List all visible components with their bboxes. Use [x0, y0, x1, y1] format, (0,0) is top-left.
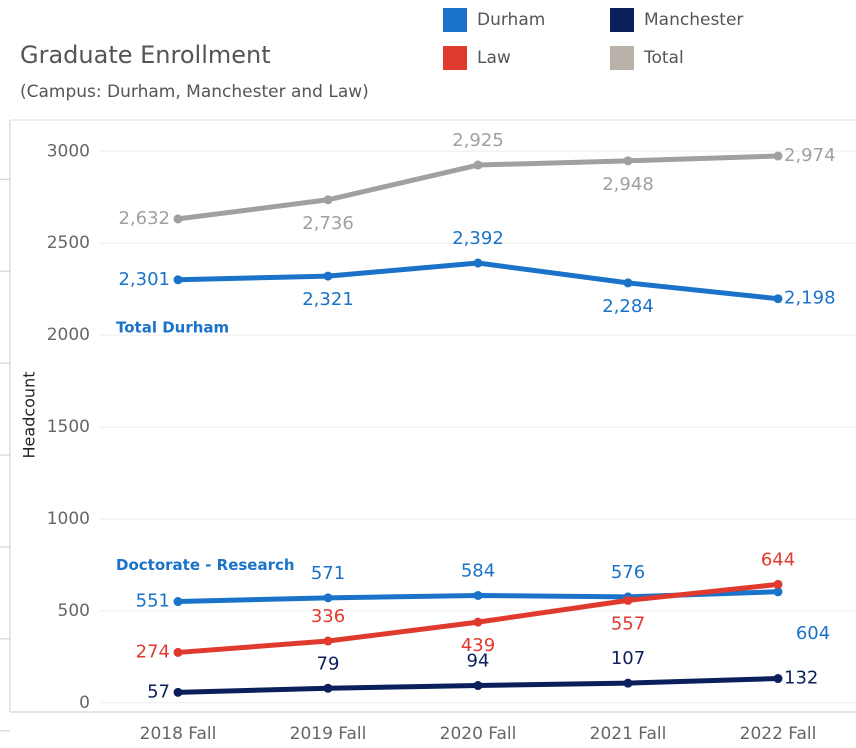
data-label: 2,321: [302, 289, 354, 310]
y-tick-label: 0: [79, 693, 90, 713]
y-tick-label: 1000: [47, 509, 90, 529]
point: [473, 258, 483, 268]
y-tick-label: 2000: [47, 325, 90, 345]
point: [773, 151, 783, 161]
point: [323, 636, 333, 646]
data-label: 439: [461, 635, 495, 656]
point: [173, 597, 183, 607]
chart-title: Graduate Enrollment: [20, 41, 271, 69]
point: [323, 195, 333, 205]
y-axis-label: Headcount: [20, 372, 39, 459]
data-label: 576: [611, 562, 645, 583]
data-label: 571: [311, 563, 345, 584]
x-tick-label: 2020 Fall: [440, 724, 517, 744]
data-label: 132: [784, 668, 818, 689]
x-tick-label: 2021 Fall: [590, 724, 667, 744]
legend-label: Manchester: [644, 10, 743, 30]
series-annotation: Doctorate - Research: [116, 556, 295, 574]
point: [173, 275, 183, 285]
data-label: 2,974: [784, 145, 836, 166]
legend-label: Total: [643, 48, 684, 68]
data-label: 2,284: [602, 296, 654, 317]
data-label: 2,198: [784, 288, 836, 309]
x-tick-label: 2022 Fall: [740, 724, 817, 744]
point: [773, 587, 783, 597]
legend-swatch: [443, 46, 467, 70]
point: [623, 595, 633, 605]
data-label: 604: [796, 623, 830, 644]
y-tick-label: 2500: [47, 233, 90, 253]
data-label: 336: [311, 606, 345, 627]
data-label: 79: [317, 653, 340, 674]
point: [323, 593, 333, 603]
point: [473, 160, 483, 170]
point: [623, 156, 633, 166]
legend-swatch: [610, 8, 634, 32]
data-label: 94: [467, 651, 490, 672]
point: [473, 617, 483, 627]
legend-label: Durham: [477, 10, 545, 30]
data-label: 57: [147, 681, 170, 702]
y-tick-label: 500: [58, 601, 90, 621]
data-label: 557: [611, 613, 645, 634]
data-label: 644: [761, 549, 795, 570]
point: [773, 294, 783, 304]
x-tick-label: 2019 Fall: [290, 724, 367, 744]
data-label: 2,392: [452, 228, 504, 249]
data-label: 584: [461, 560, 495, 581]
data-label: 2,301: [118, 269, 170, 290]
point: [773, 579, 783, 589]
data-label: 2,948: [602, 174, 654, 195]
point: [173, 687, 183, 697]
point: [323, 271, 333, 281]
point: [623, 678, 633, 688]
legend-label: Law: [477, 48, 511, 68]
data-label: 551: [136, 591, 170, 612]
data-label: 107: [611, 648, 645, 669]
point: [323, 683, 333, 693]
data-label: 2,925: [452, 130, 504, 151]
point: [623, 278, 633, 288]
y-tick-label: 3000: [47, 141, 90, 161]
point: [473, 681, 483, 691]
point: [773, 674, 783, 684]
point: [173, 214, 183, 224]
point: [173, 647, 183, 657]
data-label: 274: [136, 641, 170, 662]
chart-subtitle: (Campus: Durham, Manchester and Law): [20, 82, 369, 102]
x-tick-label: 2018 Fall: [140, 724, 217, 744]
y-tick-label: 1500: [47, 417, 90, 437]
data-label: 2,736: [302, 213, 354, 234]
series-annotation: Total Durham: [116, 318, 229, 336]
line: [177, 260, 779, 302]
point: [473, 590, 483, 600]
data-label: 2,632: [118, 208, 170, 229]
legend-swatch: [610, 46, 634, 70]
legend-swatch: [443, 8, 467, 32]
